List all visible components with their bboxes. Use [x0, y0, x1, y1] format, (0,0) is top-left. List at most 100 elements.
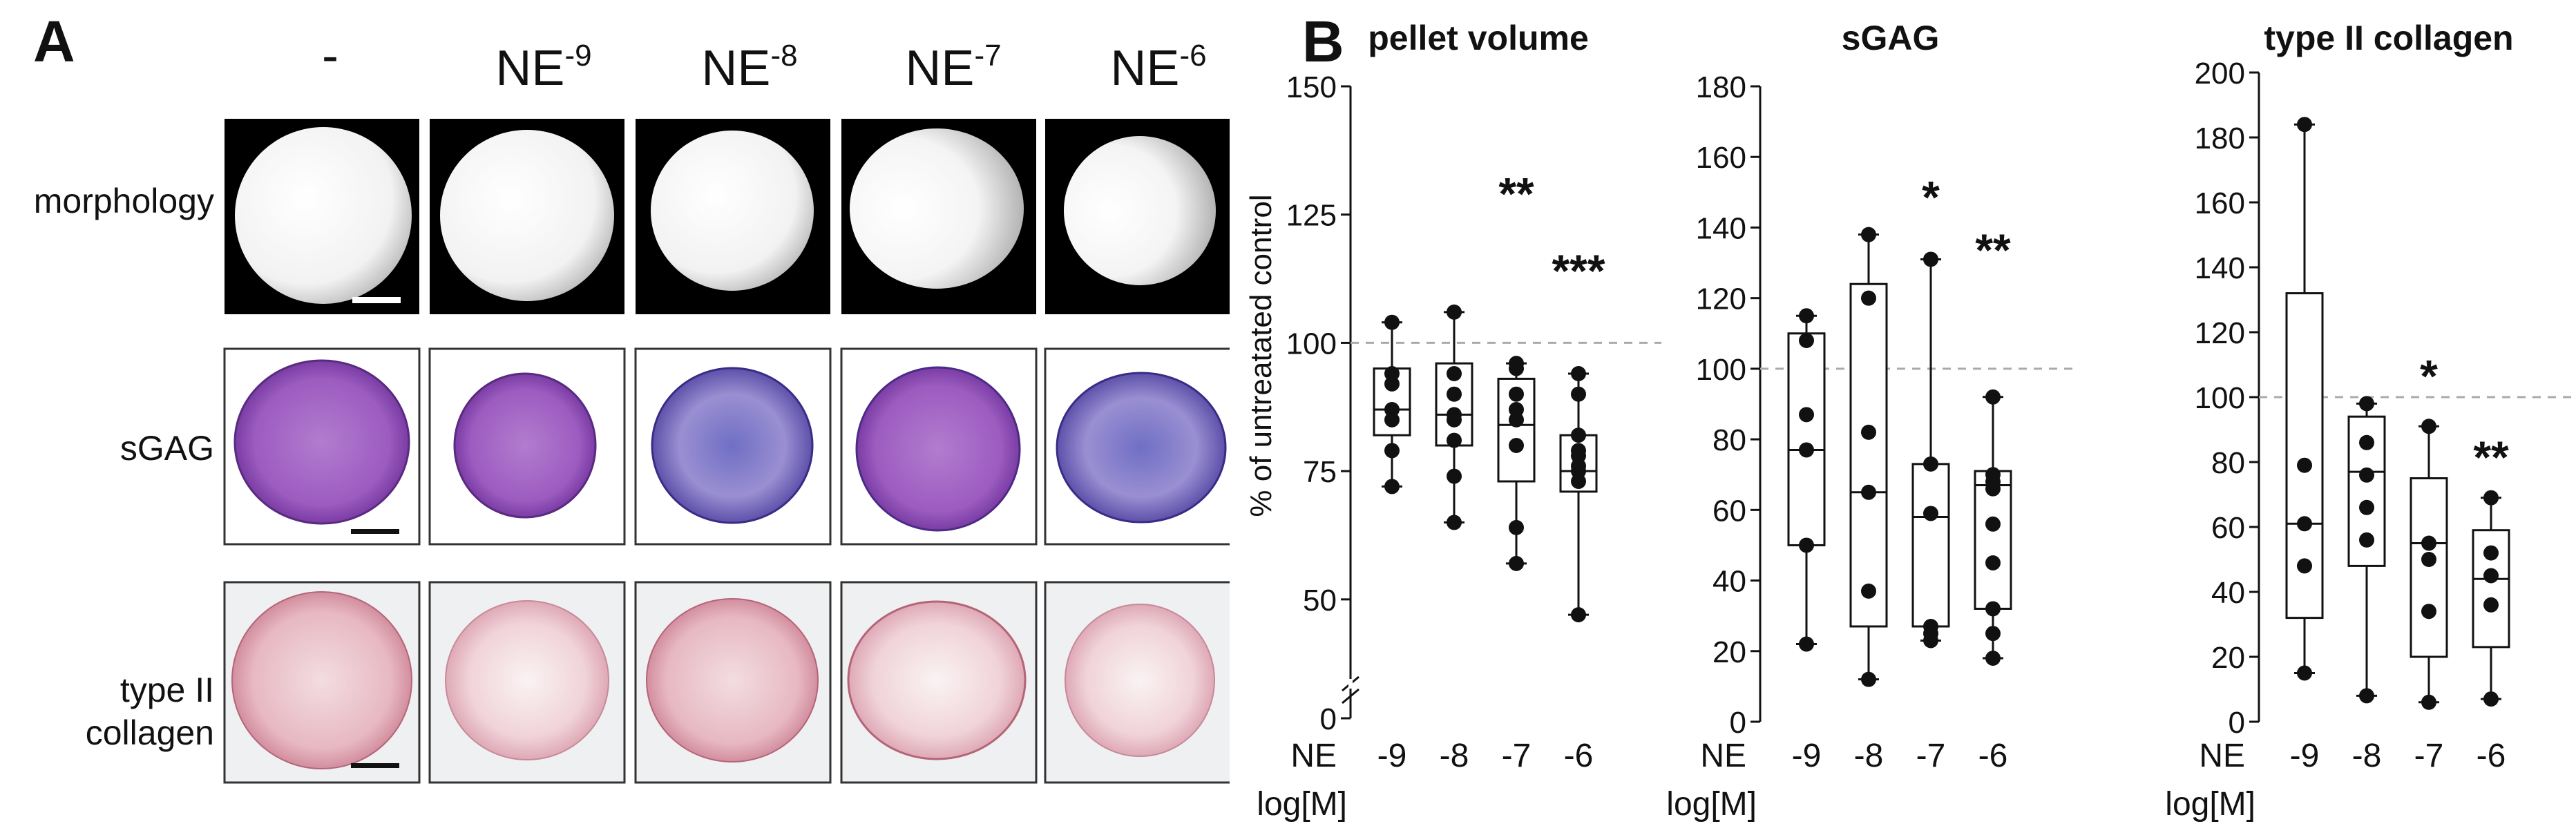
data-point — [1985, 555, 2001, 570]
pellet-shape — [440, 130, 614, 301]
y-tick-label: 20 — [1712, 635, 1746, 669]
row-label-type-ii: type II — [120, 671, 214, 709]
pellet-shape — [235, 127, 412, 304]
x-tick-label: -6 — [1564, 738, 1594, 774]
data-point — [2421, 535, 2436, 551]
y-tick-label: 40 — [2211, 576, 2245, 610]
data-point — [2483, 597, 2499, 613]
significance-label: ** — [2473, 432, 2509, 483]
row-label-collagen: collagen — [85, 713, 214, 752]
data-point — [1384, 479, 1400, 495]
data-point — [2297, 516, 2312, 532]
x-tick-label: -9 — [1377, 738, 1407, 774]
panel-b-label: B — [1302, 9, 1344, 74]
y-tick-label: 0 — [1320, 702, 1337, 736]
y-tick-label: 50 — [1303, 584, 1337, 617]
y-tick-label: 160 — [1696, 141, 1746, 175]
pellet-shape — [1065, 604, 1215, 757]
data-point — [1799, 537, 1814, 553]
x-tick-label: -8 — [1440, 738, 1469, 774]
data-point — [1509, 412, 1524, 428]
data-point — [2297, 457, 2312, 473]
pellet-shape — [847, 600, 1027, 760]
x-tick-label: -8 — [1854, 738, 1884, 774]
pellet-shape — [233, 359, 410, 525]
x-prefix-label: NE — [1700, 738, 1746, 774]
data-point — [1571, 366, 1586, 381]
axis-break-mark — [1342, 688, 1359, 704]
y-tick-label: 60 — [2211, 511, 2245, 545]
data-point — [1985, 481, 2001, 497]
data-point — [1447, 366, 1462, 381]
row-label-sgag: sGAG — [120, 429, 214, 468]
data-point — [1799, 308, 1814, 324]
y-tick-label: 120 — [2195, 316, 2245, 350]
box-plot-charts: pellet volume 150 125 100 75 50 0 % of untreata… — [1244, 19, 2574, 823]
x-tick-label: -8 — [2352, 738, 2382, 774]
data-point — [2421, 694, 2436, 710]
data-point — [1447, 515, 1462, 530]
data-point — [2421, 552, 2436, 567]
box — [1849, 282, 1888, 628]
box — [1497, 377, 1536, 483]
data-point — [1861, 290, 1876, 306]
y-tick-label: 80 — [2211, 446, 2245, 480]
column-header-ne-9: NE-9 — [495, 39, 592, 96]
x-tick-label: -9 — [2290, 738, 2320, 774]
y-tick-label: 75 — [1303, 455, 1337, 489]
data-point — [1571, 474, 1586, 489]
pellet-shape — [855, 366, 1021, 532]
pellet-shape — [453, 372, 597, 519]
x-tick-label: -7 — [1916, 738, 1946, 774]
data-point — [1384, 412, 1400, 428]
pellet-shape — [1064, 136, 1216, 285]
pellet-shape — [1056, 372, 1227, 524]
data-point — [1384, 376, 1400, 392]
data-point — [1509, 361, 1524, 376]
data-point — [1384, 314, 1400, 330]
sgag-row — [223, 347, 1230, 546]
y-tick-label: 0 — [1730, 706, 1746, 740]
y-tick-label: 100 — [1696, 353, 1746, 387]
data-point — [1447, 304, 1462, 320]
data-point — [2359, 532, 2374, 548]
y-tick-label: 160 — [2195, 186, 2245, 220]
significance-label: * — [2420, 350, 2438, 401]
y-tick-label: 0 — [2229, 706, 2245, 740]
y-tick-label: 100 — [1286, 327, 1337, 361]
axis-break-gap — [1348, 679, 1353, 689]
y-tick-label: 60 — [1712, 494, 1746, 528]
data-point — [1985, 389, 2001, 405]
y-tick-label: 20 — [2211, 641, 2245, 675]
chart-title: pellet volume — [1368, 19, 1589, 57]
y-tick-label: 180 — [2195, 122, 2245, 155]
morphology-row — [225, 119, 1230, 314]
significance-label: *** — [1552, 245, 1605, 296]
x-tick-label: -9 — [1792, 738, 1822, 774]
box — [2410, 477, 2448, 658]
data-point — [1447, 386, 1462, 402]
x-prefix-label: NE — [1290, 738, 1337, 774]
column-header-ne-7: NE-7 — [905, 39, 1002, 96]
data-point — [2483, 691, 2499, 707]
y-tick-label: 120 — [1696, 282, 1746, 316]
x-unit-label: log[M] — [1257, 786, 1347, 823]
data-point — [1985, 626, 2001, 642]
data-point — [1799, 442, 1814, 458]
data-point — [2297, 117, 2312, 133]
y-tick-label: 140 — [2195, 251, 2245, 285]
x-unit-label: log[M] — [2165, 786, 2255, 823]
data-point — [2297, 665, 2312, 681]
data-point — [1861, 227, 1876, 242]
data-point — [2483, 490, 2499, 506]
data-point — [1985, 651, 2001, 666]
row-label-morphology: morphology — [33, 182, 214, 220]
data-point — [1571, 428, 1586, 443]
data-point — [2297, 558, 2312, 574]
x-tick-label: -7 — [1502, 738, 1532, 774]
data-point — [1509, 555, 1524, 571]
data-point — [1571, 607, 1586, 623]
data-point — [2359, 467, 2374, 483]
scale-bar — [351, 529, 399, 534]
data-point — [1509, 386, 1524, 402]
